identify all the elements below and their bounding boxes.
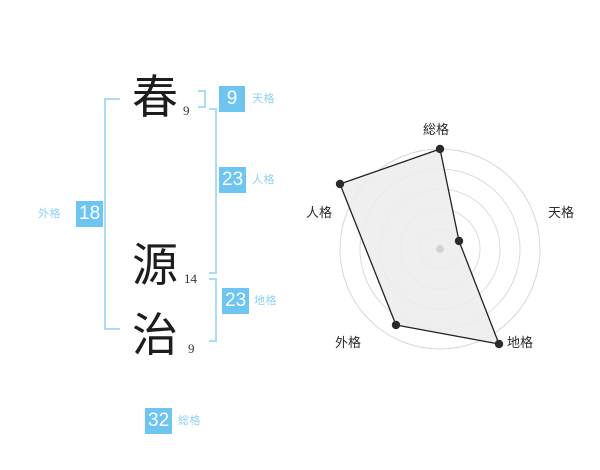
score-label-outer: 外格 <box>38 207 61 220</box>
bracket-tenkaku-top <box>198 90 206 92</box>
score-label-chikaku: 地格 <box>254 294 277 307</box>
score-badge-chikaku: 23 <box>222 288 250 314</box>
radar-data-points <box>335 144 504 349</box>
radar-center-dot <box>436 245 444 253</box>
bracket-outer-bottom <box>104 328 120 330</box>
bracket-tenkaku-bottom <box>198 106 206 108</box>
stroke-count-2: 14 <box>184 271 197 286</box>
radar-axis-label-soukaku: 総格 <box>423 123 450 138</box>
data-point-soukaku <box>435 144 445 154</box>
radar-axis-label-gaikaku: 外格 <box>335 336 362 351</box>
data-point-chikaku <box>494 339 504 349</box>
score-label-tenkaku: 天格 <box>252 92 275 105</box>
radar-series-polygon <box>339 148 500 345</box>
score-badge-jinkaku: 23 <box>219 167 247 193</box>
stroke-count-3: 9 <box>188 341 195 356</box>
bracket-tenkaku-vertical <box>204 90 206 108</box>
bracket-outer-top <box>104 98 120 100</box>
radar-chart-svg <box>335 144 541 350</box>
score-badge-tenkaku: 9 <box>219 86 245 112</box>
kanji-char-2: 源 <box>132 238 178 292</box>
bracket-chikaku-top <box>209 278 217 280</box>
score-label-total: 総格 <box>178 414 201 427</box>
data-point-gaikaku <box>391 320 401 330</box>
score-badge-outer: 18 <box>76 201 104 227</box>
kanji-char-1: 春 <box>132 70 178 124</box>
stroke-count-1: 9 <box>183 103 190 118</box>
bracket-outer-vertical <box>104 98 106 330</box>
bracket-jinkaku-vertical <box>215 108 217 274</box>
radar-axis-label-tenkaku: 天格 <box>548 206 575 221</box>
bracket-jinkaku-top <box>209 108 217 110</box>
bracket-chikaku-vertical <box>215 278 217 342</box>
kanji-char-3: 治 <box>132 308 178 362</box>
bracket-jinkaku-bottom <box>209 272 217 274</box>
bracket-chikaku-bottom <box>209 340 217 342</box>
score-label-jinkaku: 人格 <box>252 173 275 186</box>
radar-axis-label-jinkaku: 人格 <box>306 206 333 221</box>
data-point-jinkaku <box>335 179 345 189</box>
radar-axis-label-chikaku: 地格 <box>507 336 534 351</box>
score-badge-total: 32 <box>145 408 173 434</box>
data-point-tenkaku <box>454 236 464 246</box>
radar-chart: 総格 天格 地格 外格 人格 <box>300 108 590 375</box>
